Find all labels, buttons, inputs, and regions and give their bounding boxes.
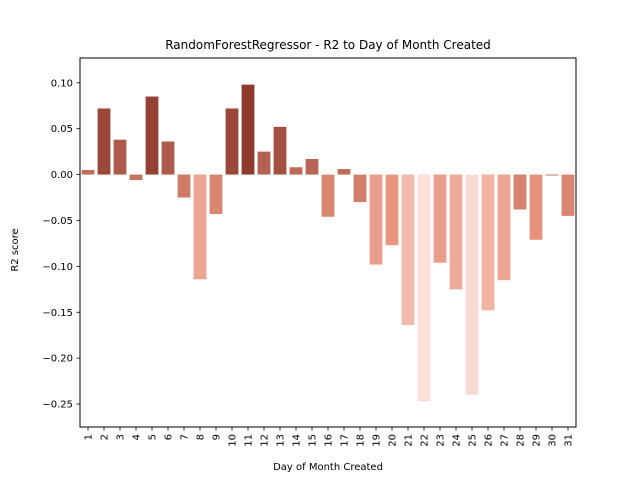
x-tick-label-12: 12	[260, 434, 271, 447]
y-tick-label: −0.10	[42, 262, 73, 273]
bar-day-31	[561, 174, 575, 216]
x-tick-label-18: 18	[356, 434, 367, 447]
bar-day-9	[209, 174, 223, 215]
bar-day-20	[385, 174, 399, 246]
y-tick-label: 0.05	[51, 124, 73, 135]
x-tick-label-28: 28	[516, 434, 527, 447]
bar-day-25	[465, 174, 479, 395]
x-tick-label-15: 15	[308, 434, 319, 447]
bar-day-16	[321, 174, 335, 217]
bar-day-29	[529, 174, 543, 240]
x-tick-label-10: 10	[228, 434, 239, 447]
x-tick-label-13: 13	[276, 434, 287, 447]
x-tick-label-19: 19	[372, 434, 383, 447]
bar-day-18	[353, 174, 367, 203]
x-tick-label-7: 7	[180, 434, 191, 440]
bar-day-8	[193, 174, 207, 280]
y-tick-label: −0.20	[42, 354, 73, 365]
x-tick-label-17: 17	[340, 434, 351, 447]
x-tick-label-4: 4	[132, 434, 143, 440]
x-tick-label-27: 27	[500, 434, 511, 447]
bar-day-1	[81, 169, 95, 175]
bar-day-27	[497, 174, 511, 281]
x-tick-label-22: 22	[420, 434, 431, 447]
x-tick-label-8: 8	[196, 434, 207, 440]
x-tick-label-11: 11	[244, 434, 255, 447]
x-tick-label-16: 16	[324, 434, 335, 447]
x-tick-label-14: 14	[292, 434, 303, 447]
x-axis-label: Day of Month Created	[273, 462, 383, 473]
x-tick-label-5: 5	[148, 434, 159, 440]
bar-day-10	[225, 108, 239, 175]
y-tick-label: −0.15	[42, 308, 73, 319]
bar-day-7	[177, 174, 191, 198]
bar-day-14	[289, 167, 303, 175]
bars-group	[81, 84, 575, 402]
bar-day-2	[97, 108, 111, 175]
y-axis-label: R2 score	[10, 228, 21, 271]
bar-day-5	[145, 96, 159, 175]
bar-day-19	[369, 174, 383, 265]
y-tick-label: −0.05	[42, 216, 73, 227]
bar-day-6	[161, 141, 175, 175]
plot-frame	[79, 57, 577, 428]
x-tick-label-6: 6	[164, 434, 175, 440]
y-tick-label: 0.00	[51, 170, 73, 181]
bar-day-3	[113, 139, 127, 175]
bar-day-21	[401, 174, 415, 326]
bar-day-17	[337, 169, 351, 175]
x-tick-label-31: 31	[564, 434, 575, 447]
bar-day-26	[481, 174, 495, 311]
bar-day-12	[257, 151, 271, 175]
y-tick-label: −0.25	[42, 400, 73, 411]
x-tick-label-3: 3	[116, 434, 127, 440]
bar-day-28	[513, 174, 527, 210]
x-tick-label-20: 20	[388, 434, 399, 447]
bar-day-24	[449, 174, 463, 290]
x-tick-label-1: 1	[84, 434, 95, 440]
bar-day-15	[305, 158, 319, 175]
bar-day-4	[129, 174, 143, 181]
x-tick-label-23: 23	[436, 434, 447, 447]
x-tick-label-25: 25	[468, 434, 479, 447]
x-tick-label-29: 29	[532, 434, 543, 447]
bar-day-22	[417, 174, 431, 402]
bar-day-11	[241, 84, 255, 175]
chart-title: RandomForestRegressor - R2 to Day of Mon…	[165, 38, 491, 52]
x-tick-label-30: 30	[548, 434, 559, 447]
x-tick-label-2: 2	[100, 434, 111, 440]
y-axis-ticks: −0.25 −0.20 −0.15 −0.10 −0.05 0.00 0.05 0.10	[42, 78, 80, 411]
x-tick-label-21: 21	[404, 434, 415, 447]
x-tick-label-24: 24	[452, 434, 463, 447]
x-tick-label-9: 9	[212, 434, 223, 440]
bar-day-30	[545, 174, 559, 176]
x-tick-label-26: 26	[484, 434, 495, 447]
bar-day-13	[273, 126, 287, 175]
y-tick-label: 0.10	[51, 78, 73, 89]
x-axis-ticks: 1 2 3 4 5 6 7 8 9 10 11 12 13 14 15 16 17 18 19 20 21 22 23 24 2…	[84, 427, 575, 447]
bar-day-23	[433, 174, 447, 263]
